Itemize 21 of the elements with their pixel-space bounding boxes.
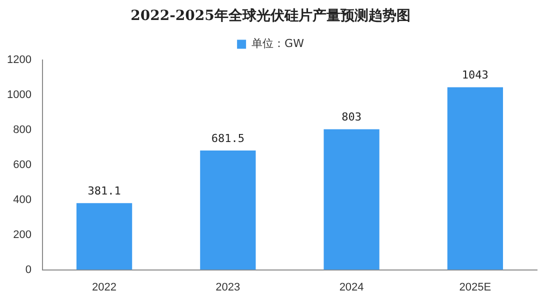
bar xyxy=(324,129,380,270)
y-tick-label: 400 xyxy=(13,194,32,206)
y-tick-label: 200 xyxy=(13,228,32,241)
x-tick-label: 2023 xyxy=(216,281,240,294)
bar xyxy=(200,150,256,270)
y-tick-label: 1200 xyxy=(6,54,32,66)
data-label: 681.5 xyxy=(211,132,244,145)
data-label: 803 xyxy=(342,110,362,124)
y-tick-label: 600 xyxy=(13,158,32,171)
x-tick-label: 2022 xyxy=(92,281,117,294)
bar xyxy=(76,203,132,270)
y-tick-label: 1000 xyxy=(6,88,32,101)
bar xyxy=(447,87,503,270)
chart-title: 2022-2025年全球光伏硅片产量预测趋势图 xyxy=(130,7,410,24)
legend-label: 单位：GW xyxy=(252,37,304,50)
y-tick-label: 800 xyxy=(13,124,32,136)
y-tick-label: 0 xyxy=(25,264,32,276)
x-tick-label: 2024 xyxy=(339,281,364,294)
data-label: 1043 xyxy=(462,68,488,82)
x-tick-label: 2025E xyxy=(459,281,492,294)
data-label: 381.1 xyxy=(88,184,121,198)
